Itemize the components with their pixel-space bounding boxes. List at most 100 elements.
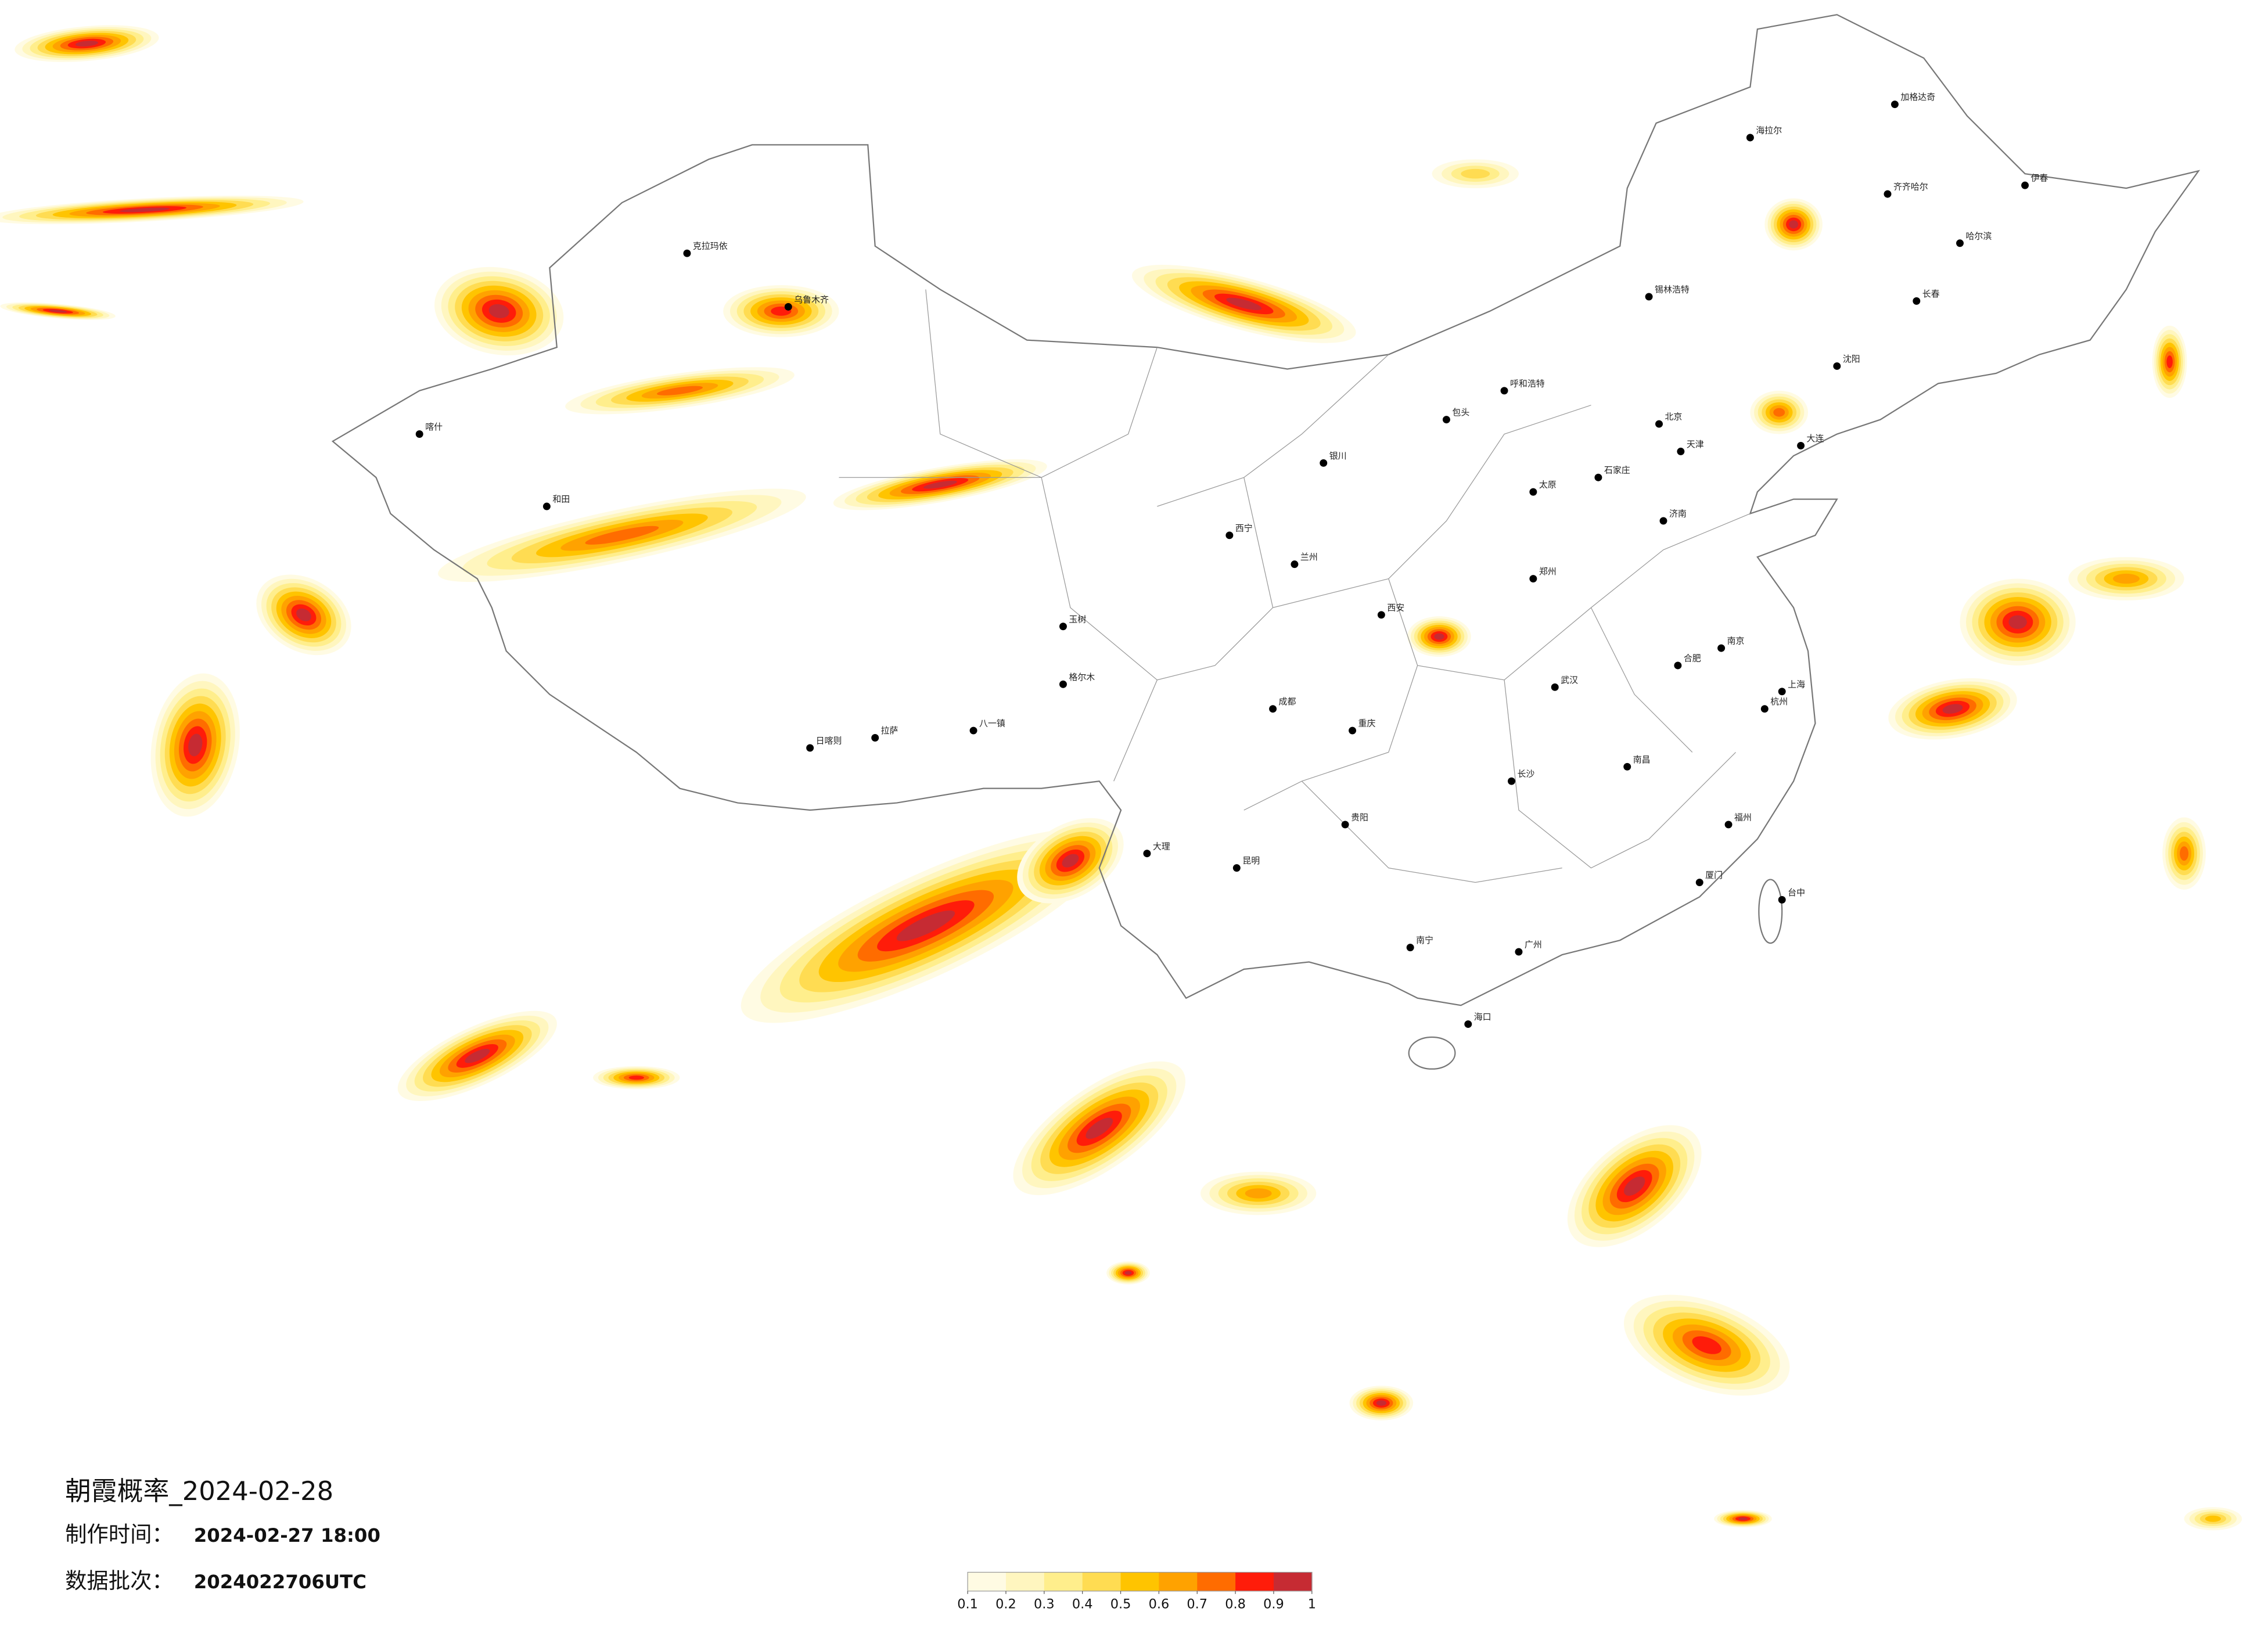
city-dot xyxy=(1746,134,1754,142)
city-dot xyxy=(1529,488,1537,496)
city-label: 武汉 xyxy=(1561,675,1578,685)
probability-area xyxy=(923,480,957,489)
city-dot xyxy=(1797,441,1805,449)
city-dot xyxy=(1724,821,1733,829)
colorbar: 0.1 0.2 0.3 0.4 0.5 0.6 0.7 0.8 0.9 1 xyxy=(957,1571,1316,1612)
city-label: 齐齐哈尔 xyxy=(1893,182,1928,192)
china-border xyxy=(331,14,2201,1006)
city-label: 天津 xyxy=(1687,439,1704,449)
city-label: 台中 xyxy=(1788,887,1805,898)
city-label: 海口 xyxy=(1474,1012,1491,1022)
city-label: 玉树 xyxy=(1069,614,1086,624)
city-label: 加格达奇 xyxy=(1900,92,1935,102)
city-dot xyxy=(683,249,691,257)
city-dot xyxy=(1778,688,1786,696)
probability-area xyxy=(2205,1515,2221,1522)
city-label: 太原 xyxy=(1539,480,1557,490)
probability-area xyxy=(628,1075,644,1080)
colorbar-swatch xyxy=(1159,1572,1198,1591)
city-dot xyxy=(1291,560,1299,569)
probability-area xyxy=(1692,1336,1721,1354)
colorbar-swatch xyxy=(1082,1572,1122,1591)
probability-area xyxy=(1086,1117,1113,1139)
city-label: 上海 xyxy=(1788,679,1805,689)
city-dot xyxy=(1406,944,1414,952)
city-dot xyxy=(1594,473,1602,481)
probability-area xyxy=(1789,220,1799,229)
city-label: 呼和浩特 xyxy=(1510,378,1545,388)
city-dot xyxy=(1349,726,1357,735)
probability-area xyxy=(1245,1188,1272,1199)
probability-area xyxy=(296,608,311,621)
hainan-outline xyxy=(1408,1036,1456,1070)
city-label: 兰州 xyxy=(1300,552,1318,562)
city-label: 西安 xyxy=(1387,602,1404,613)
probability-area xyxy=(1124,1271,1132,1275)
city-label: 西宁 xyxy=(1235,523,1253,533)
colorbar-label: 0.6 xyxy=(1149,1597,1170,1612)
city-label: 银川 xyxy=(1329,451,1347,461)
city-dot xyxy=(1760,705,1769,713)
city-label: 伊春 xyxy=(2031,173,2048,184)
city-label: 和田 xyxy=(552,494,570,505)
probability-area xyxy=(2008,615,2027,629)
city-label: 南宁 xyxy=(1416,935,1433,945)
city-label: 广州 xyxy=(1525,940,1542,950)
colorbar-label: 0.5 xyxy=(1110,1597,1131,1612)
province-lines xyxy=(839,289,1751,883)
city-dot xyxy=(1225,531,1234,539)
city-label: 长沙 xyxy=(1517,769,1534,779)
probability-area xyxy=(465,1049,490,1063)
probability-area xyxy=(48,310,67,313)
colorbar-label: 1 xyxy=(1308,1597,1316,1612)
probability-area xyxy=(188,733,203,757)
probability-area xyxy=(1461,168,1490,179)
city-dot xyxy=(1508,777,1515,785)
city-dot xyxy=(1377,611,1385,619)
city-dot xyxy=(1659,517,1667,525)
city-dot xyxy=(1341,821,1349,829)
city-dot xyxy=(1778,895,1786,904)
city-dot xyxy=(1143,850,1151,858)
city-label: 长春 xyxy=(1922,289,1940,299)
probability-area xyxy=(657,386,703,395)
colorbar-label: 0.7 xyxy=(1187,1597,1207,1612)
city-label: 南京 xyxy=(1727,636,1745,646)
colorbar-label: 0.1 xyxy=(957,1597,978,1612)
colorbar-label: 0.4 xyxy=(1072,1597,1093,1612)
city-label: 郑州 xyxy=(1539,566,1557,577)
batch-label: 数据批次： xyxy=(65,1568,174,1593)
city-label: 乌鲁木齐 xyxy=(794,294,829,305)
city-label: 福州 xyxy=(1734,812,1752,822)
city-dot xyxy=(1442,416,1450,424)
city-label: 北京 xyxy=(1665,412,1682,422)
city-dot xyxy=(1956,239,1964,247)
probability-area xyxy=(1942,704,1963,714)
probability-area xyxy=(2112,573,2140,584)
city-dot xyxy=(1059,623,1067,631)
city-label: 合肥 xyxy=(1684,653,1701,664)
probability-field xyxy=(0,25,2242,1531)
city-dot xyxy=(784,303,792,311)
made-time: 2024-02-27 18:00 xyxy=(194,1524,380,1546)
colorbar-label: 0.9 xyxy=(1263,1597,1284,1612)
city-label: 格尔木 xyxy=(1069,672,1095,682)
city-dot xyxy=(1500,387,1508,395)
city-dot xyxy=(1695,879,1703,887)
city-dot xyxy=(1677,447,1685,455)
probability-area xyxy=(75,41,99,47)
city-label: 喀什 xyxy=(425,422,443,432)
city-label: 日喀则 xyxy=(816,735,842,746)
title: 朝霞概率_2024-02-28 xyxy=(65,1476,333,1506)
probability-area xyxy=(1226,297,1262,310)
probability-area xyxy=(585,526,659,545)
colorbar-swatch xyxy=(1273,1572,1313,1591)
colorbar-swatch xyxy=(1044,1572,1083,1591)
made-label: 制作时间： xyxy=(65,1521,174,1547)
colorbar-label: 0.8 xyxy=(1225,1597,1246,1612)
city-dot xyxy=(1674,661,1682,670)
colorbar-swatch xyxy=(1120,1572,1160,1591)
city-label: 贵阳 xyxy=(1351,812,1368,822)
